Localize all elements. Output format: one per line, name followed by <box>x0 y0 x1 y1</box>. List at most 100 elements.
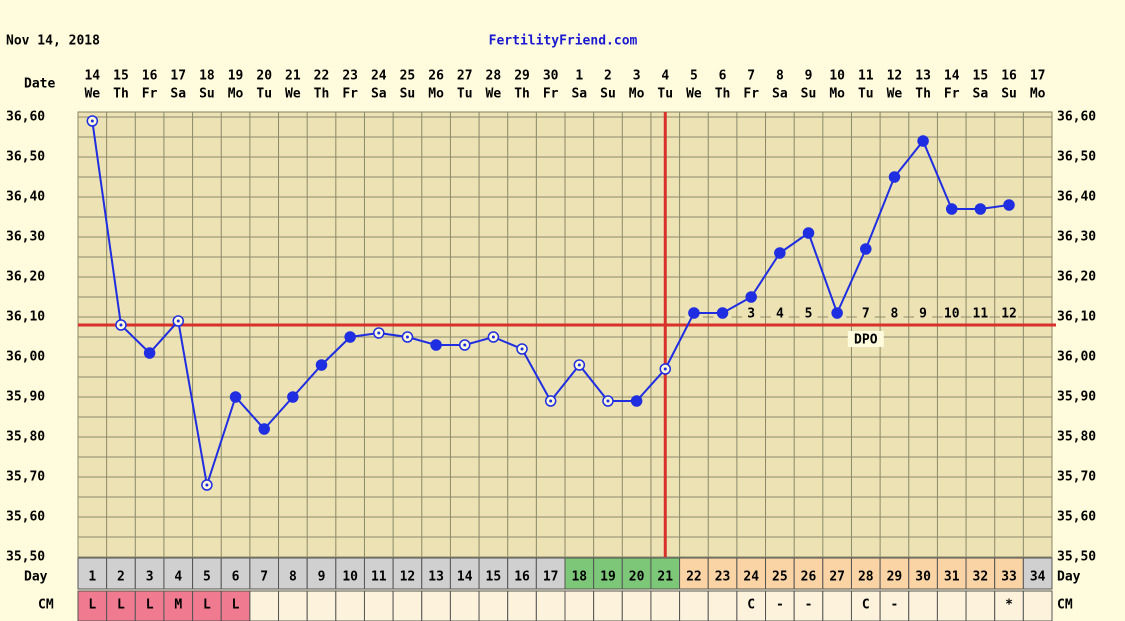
point-dot <box>520 347 524 351</box>
cm-value: L <box>203 598 211 613</box>
y-tick-label: 35,70 <box>6 470 45 485</box>
date-label: 30 <box>543 69 559 84</box>
date-label: 22 <box>314 69 330 84</box>
day-cell <box>363 557 394 590</box>
dpo-bg <box>856 306 875 322</box>
weekday-label: Mo <box>829 87 845 102</box>
y-tick-label-right: 36,20 <box>1057 270 1096 285</box>
dpo-bg <box>942 306 961 322</box>
day-number: 16 <box>514 570 530 585</box>
cm-value: - <box>891 598 899 613</box>
dpo-label-bg <box>847 331 884 347</box>
point <box>831 307 843 319</box>
day-number: 9 <box>318 570 326 585</box>
date-label: 19 <box>228 69 244 84</box>
cm-value: - <box>805 598 813 613</box>
date-label: 18 <box>199 69 215 84</box>
day-number: 13 <box>428 570 444 585</box>
point-dot <box>405 335 409 339</box>
weekday-label: Mo <box>428 87 444 102</box>
date-label: 6 <box>719 69 727 84</box>
date-label: 2 <box>604 69 612 84</box>
day-number: 25 <box>772 570 788 585</box>
date-label: 12 <box>887 69 903 84</box>
weekday-label: Tu <box>858 87 874 102</box>
day-cell <box>822 557 852 590</box>
point-dot <box>205 483 209 487</box>
point <box>774 247 786 259</box>
dpo-number: 7 <box>862 307 870 322</box>
day-number: 33 <box>1001 570 1017 585</box>
day-cell <box>936 557 967 590</box>
weekday-label: Mo <box>629 87 645 102</box>
dpo-number: 3 <box>747 307 755 322</box>
day-cell <box>278 557 308 590</box>
day-cell <box>564 557 595 590</box>
day-number: 24 <box>743 570 759 585</box>
point <box>344 331 356 343</box>
day-cell <box>650 557 681 590</box>
y-tick-label-right: 35,80 <box>1057 430 1096 445</box>
weekday-label: Sa <box>371 87 387 102</box>
day-number: 34 <box>1030 570 1046 585</box>
cm-cell <box>936 590 967 621</box>
y-tick-label-right: 35,60 <box>1057 510 1096 525</box>
cm-value: * <box>1005 598 1013 613</box>
day-number: 7 <box>260 570 268 585</box>
date-label: 4 <box>661 69 669 84</box>
day-number: 20 <box>629 570 645 585</box>
cm-cell <box>564 590 595 621</box>
dpo-bg <box>742 306 761 322</box>
point <box>745 291 757 303</box>
dpo-number: 12 <box>1001 307 1017 322</box>
day-number: 23 <box>715 570 731 585</box>
cm-cell <box>106 590 136 621</box>
point <box>716 307 729 319</box>
day-number: 17 <box>543 570 559 585</box>
day-cell <box>736 557 767 590</box>
point <box>917 135 929 147</box>
date-label: 3 <box>633 69 641 84</box>
point-dot <box>176 319 180 323</box>
weekday-label: Fr <box>342 87 358 102</box>
cm-cell <box>593 590 623 621</box>
cm-cell <box>822 590 852 621</box>
point <box>229 391 242 403</box>
dpo-number: 8 <box>891 307 899 322</box>
point <box>315 359 328 371</box>
date-label: 10 <box>829 69 845 84</box>
cm-label-right: CM <box>1057 598 1073 613</box>
point <box>287 391 299 403</box>
y-tick-label-right: 36,10 <box>1057 310 1096 325</box>
day-number: 14 <box>457 570 473 585</box>
date-label: 13 <box>915 69 931 84</box>
y-tick-label-right: 36,40 <box>1057 190 1096 205</box>
cm-cell <box>965 590 996 621</box>
weekday-label: Fr <box>142 87 158 102</box>
day-cell <box>765 557 795 590</box>
weekday-label: We <box>486 87 502 102</box>
weekday-label: Tu <box>457 87 473 102</box>
weekday-label: Th <box>113 87 129 102</box>
cm-cell <box>249 590 280 621</box>
weekday-label: Fr <box>743 87 759 102</box>
date-label: 29 <box>514 69 530 84</box>
day-number: 5 <box>203 570 211 585</box>
day-number: 30 <box>915 570 931 585</box>
point-dot <box>577 363 581 367</box>
weekday-label: We <box>285 87 301 102</box>
day-number: 27 <box>829 570 845 585</box>
point <box>802 227 815 239</box>
weekday-label: We <box>686 87 702 102</box>
day-number: 6 <box>232 570 240 585</box>
y-tick-label: 36,00 <box>6 350 45 365</box>
date-label: 26 <box>428 69 444 84</box>
date-label: 14 <box>944 69 960 84</box>
day-number: 21 <box>657 570 673 585</box>
cm-label: CM <box>38 598 54 613</box>
date-label: 25 <box>400 69 416 84</box>
point <box>974 203 987 215</box>
weekday-label: Sa <box>571 87 587 102</box>
point <box>630 395 643 407</box>
day-cell <box>249 557 280 590</box>
